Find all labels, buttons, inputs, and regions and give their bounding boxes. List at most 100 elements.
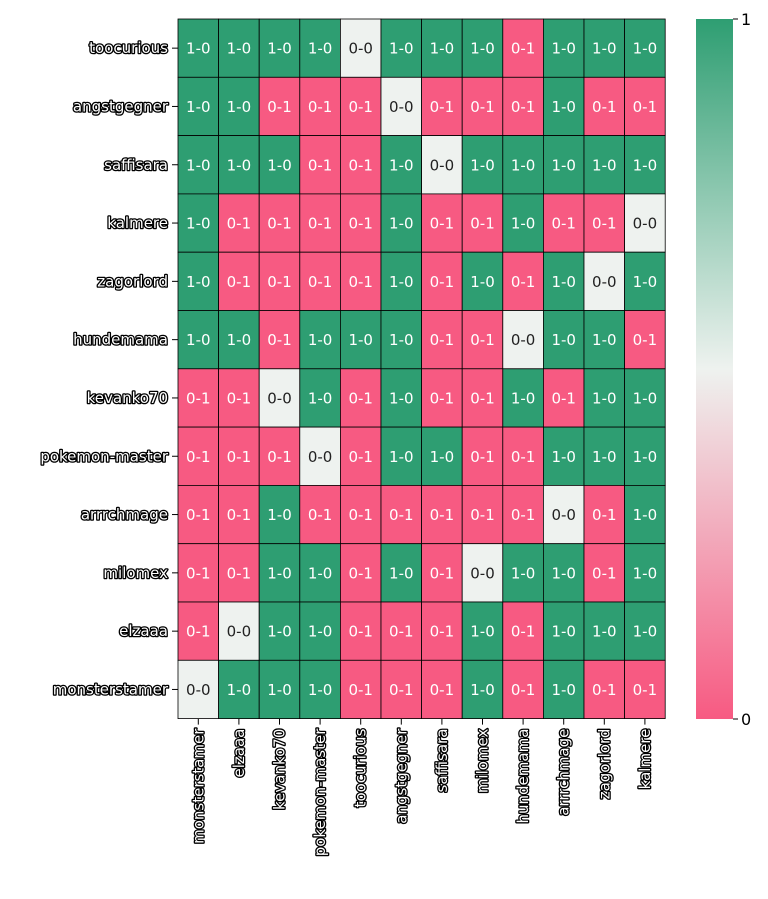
heatmap-cell [624, 659, 666, 719]
column-label: saffisara [433, 729, 451, 793]
cell-value-label: 0-1 [511, 98, 536, 116]
row-label: hundemama [73, 331, 168, 349]
heatmap-cell [421, 484, 463, 545]
cell-value-label: 0-1 [430, 564, 455, 582]
row-label: angstgegner [73, 97, 169, 115]
heatmap-cell [543, 310, 585, 370]
heatmap-cell [218, 251, 260, 311]
heatmap-cell [299, 543, 341, 603]
cell-value-label: 0-1 [470, 506, 495, 524]
cell-value-label: 0-1 [267, 273, 292, 291]
cell-value-label: 0-1 [389, 506, 414, 524]
heatmap-cell [502, 193, 544, 253]
heatmap-cell [502, 310, 544, 370]
row-label: milomex [103, 564, 168, 582]
cell-value-label: 1-0 [308, 564, 333, 582]
heatmap-cell [258, 484, 301, 545]
cell-value-label: 1-0 [308, 331, 333, 349]
heatmap-cell [624, 135, 666, 195]
column-label: kalmere [636, 729, 654, 790]
heatmap-cell [624, 18, 666, 78]
cell-value-label: 0-0 [470, 564, 495, 582]
heatmap-cell [380, 601, 422, 661]
cell-value-label: 1-0 [592, 448, 617, 466]
cell-value-label: 1-0 [633, 564, 658, 582]
heatmap-cell [543, 601, 585, 661]
heatmap-cell [339, 251, 382, 311]
heatmap-cell [583, 601, 625, 661]
heatmap-cell [583, 659, 625, 719]
cell-value-label: 0-1 [511, 623, 536, 641]
heatmap-cell [339, 76, 382, 137]
heatmap-cell [258, 601, 301, 661]
heatmap-cell [380, 193, 422, 253]
row-label: saffisara [104, 156, 168, 174]
cell-value-label: 1-0 [186, 40, 211, 58]
row-label: arrrchmage [81, 506, 168, 524]
cell-value-label: 0-1 [430, 506, 455, 524]
cell-value-label: 0-1 [186, 389, 211, 407]
heatmap-cell [380, 251, 422, 311]
column-label: angstgegner [392, 728, 410, 824]
colorbar-label-min: 0 [741, 710, 751, 729]
row-label: monsterstamer [53, 680, 169, 698]
cell-value-label: 0-1 [348, 564, 373, 582]
heatmap-cell [421, 310, 463, 370]
cell-value-label: 1-0 [633, 506, 658, 524]
cell-value-label: 0-0 [389, 98, 414, 116]
heatmap-cell [177, 426, 219, 486]
heatmap-cell [421, 251, 463, 311]
cell-value-label: 0-1 [308, 506, 333, 524]
heatmap-cell [177, 601, 219, 661]
heatmap-cell [583, 484, 625, 545]
cell-value-label: 0-1 [308, 156, 333, 174]
cell-value-label: 1-0 [186, 273, 211, 291]
cell-value-label: 1-0 [267, 40, 292, 58]
heatmap-cell [543, 18, 585, 78]
heatmap-cell [380, 659, 422, 719]
cell-value-label: 0-1 [227, 506, 252, 524]
row-label: kalmere [107, 214, 168, 232]
cell-value-label: 1-0 [633, 273, 658, 291]
heatmap-cell [299, 135, 341, 195]
cell-value-label: 1-0 [551, 623, 576, 641]
cell-value-label: 1-0 [551, 273, 576, 291]
heatmap-cell [177, 135, 219, 195]
cell-value-label: 1-0 [592, 623, 617, 641]
cell-value-label: 1-0 [389, 389, 414, 407]
cell-value-label: 1-0 [186, 331, 211, 349]
cell-value-label: 0-1 [308, 215, 333, 233]
colorbar-gradient [696, 19, 733, 719]
cell-value-label: 0-1 [592, 506, 617, 524]
heatmap-cell [421, 135, 463, 195]
heatmap-cell [177, 251, 219, 311]
cell-value-label: 0-1 [633, 98, 658, 116]
heatmap-cell [218, 18, 260, 78]
cell-value-label: 1-0 [592, 331, 617, 349]
cell-value-label: 1-0 [551, 331, 576, 349]
heatmap-cells: 1-0 1-0 1-0 1-0 0-0 1-0 1-0 1-0 0-1 1-0 1-0 1-0 1-0 1… [177, 18, 666, 719]
heatmap-cell [380, 18, 422, 78]
cell-value-label: 1-0 [430, 40, 455, 58]
cell-value-label: 1-0 [389, 564, 414, 582]
cell-value-label: 0-1 [430, 331, 455, 349]
heatmap-cell [543, 193, 585, 253]
heatmap-cell [380, 484, 422, 545]
heatmap-cell [177, 310, 219, 370]
heatmap-cell [583, 368, 625, 428]
cell-value-label: 0-1 [511, 506, 536, 524]
cell-value-label: 1-0 [389, 331, 414, 349]
row-labels: toocurious angstgegner saffisara kalmere zag… [39, 38, 178, 700]
cell-value-label: 0-1 [430, 215, 455, 233]
cell-value-label: 0-1 [592, 98, 617, 116]
heatmap-cell [624, 193, 666, 253]
heatmap-cell [339, 426, 382, 486]
heatmap-cell [461, 310, 504, 370]
cell-value-label: 1-0 [227, 40, 252, 58]
heatmap-cell [177, 18, 219, 78]
cell-value-label: 1-0 [551, 681, 576, 699]
cell-value-label: 1-0 [227, 331, 252, 349]
cell-value-label: 0-1 [348, 681, 373, 699]
cell-value-label: 0-1 [186, 448, 211, 466]
